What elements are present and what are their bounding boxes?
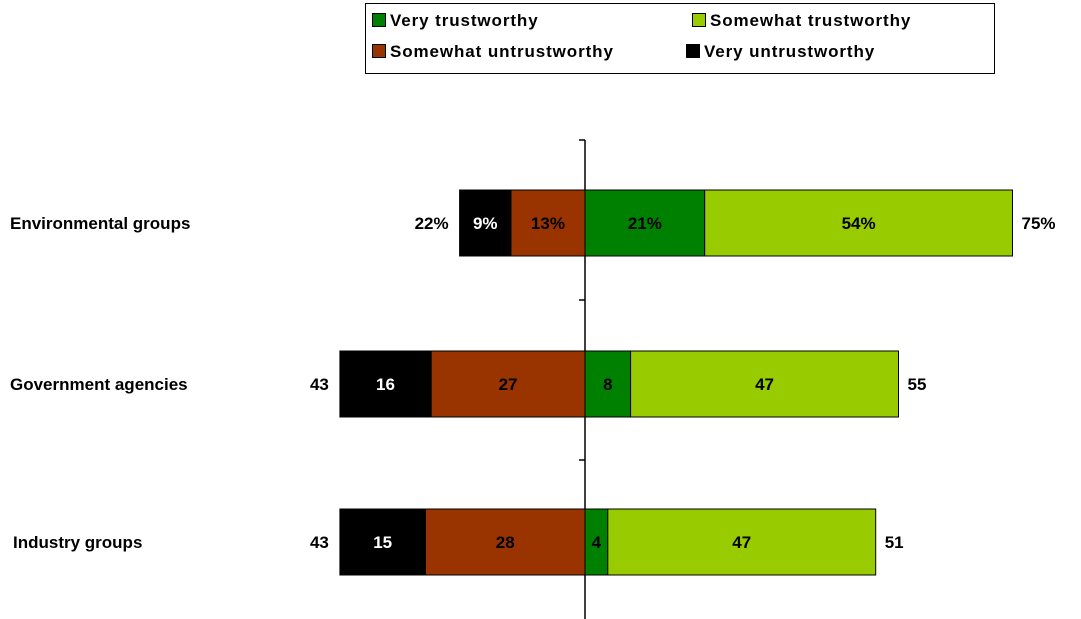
legend-item-somewhat-untrustworthy: Somewhat untrustworthy <box>372 42 614 62</box>
legend-label-very-trustworthy: Very trustworthy <box>390 11 539 30</box>
legend-swatch-very-untrustworthy <box>686 44 700 58</box>
legend: Very trustworthy Somewhat trustworthy So… <box>365 3 995 74</box>
data-label-government-agencies-very-trustworthy: 8 <box>603 375 612 394</box>
bar-industry-groups-somewhat-trustworthy <box>607 508 877 576</box>
bar-industry-groups-somewhat-untrustworthy <box>424 508 586 576</box>
legend-swatch-somewhat-untrustworthy <box>372 44 386 58</box>
data-label-industry-groups-very-trustworthy: 4 <box>592 533 602 552</box>
bar-environmental-groups-very-untrustworthy <box>459 189 512 257</box>
data-label-industry-groups-somewhat-trustworthy: 47 <box>732 533 751 552</box>
negative-total-government-agencies: 43 <box>310 375 329 394</box>
bar-government-agencies-very-untrustworthy <box>339 350 432 418</box>
data-label-government-agencies-somewhat-trustworthy: 47 <box>755 375 774 394</box>
data-label-environmental-groups-somewhat-trustworthy: 54% <box>842 214 876 233</box>
bar-environmental-groups-very-trustworthy <box>584 189 706 257</box>
data-label-industry-groups-somewhat-untrustworthy: 28 <box>496 533 515 552</box>
data-label-industry-groups-very-untrustworthy: 15 <box>373 533 392 552</box>
category-label-environmental-groups: Environmental groups <box>10 214 190 233</box>
legend-item-very-untrustworthy: Very untrustworthy <box>686 42 875 62</box>
legend-label-very-untrustworthy: Very untrustworthy <box>704 42 876 61</box>
data-label-government-agencies-very-untrustworthy: 16 <box>376 375 395 394</box>
bar-environmental-groups-somewhat-trustworthy <box>704 189 1013 257</box>
data-label-government-agencies-somewhat-untrustworthy: 27 <box>499 375 518 394</box>
bar-environmental-groups-somewhat-untrustworthy <box>510 189 586 257</box>
bar-government-agencies-somewhat-trustworthy <box>630 350 899 418</box>
negative-total-industry-groups: 43 <box>310 533 329 552</box>
data-label-environmental-groups-somewhat-untrustworthy: 13% <box>531 214 565 233</box>
positive-total-industry-groups: 51 <box>885 533 904 552</box>
data-label-environmental-groups-very-untrustworthy: 9% <box>473 214 498 233</box>
legend-swatch-somewhat-trustworthy <box>692 13 706 27</box>
data-label-environmental-groups-very-trustworthy: 21% <box>628 214 662 233</box>
category-label-industry-groups: Industry groups <box>13 533 142 552</box>
bar-industry-groups-very-untrustworthy <box>339 508 426 576</box>
legend-label-somewhat-untrustworthy: Somewhat untrustworthy <box>390 42 614 61</box>
legend-label-somewhat-trustworthy: Somewhat trustworthy <box>710 11 912 30</box>
legend-swatch-very-trustworthy <box>372 13 386 27</box>
positive-total-environmental-groups: 75% <box>1022 214 1056 233</box>
positive-total-government-agencies: 55 <box>908 375 927 394</box>
category-label-government-agencies: Government agencies <box>10 375 188 394</box>
legend-item-very-trustworthy: Very trustworthy <box>372 11 539 31</box>
negative-total-environmental-groups: 22% <box>415 214 449 233</box>
legend-item-somewhat-trustworthy: Somewhat trustworthy <box>692 11 911 31</box>
